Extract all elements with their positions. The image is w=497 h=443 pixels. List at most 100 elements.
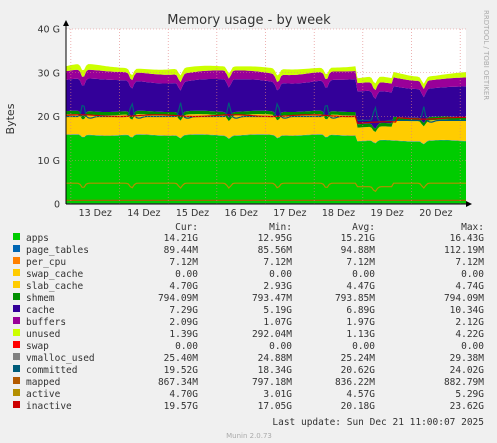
legend-min-page_tables: 85.56M (258, 245, 293, 256)
legend-swatch-vmalloc_used (13, 353, 20, 360)
legend-max-shmem: 794.09M (444, 293, 484, 304)
legend-swatch-active (13, 389, 20, 396)
legend-cur-unused: 1.39G (169, 329, 198, 340)
legend-swatch-page_tables (13, 245, 20, 252)
legend-cur-slab_cache: 4.70G (169, 281, 198, 292)
legend-max-inactive: 23.62G (450, 401, 485, 412)
area-slab_cache (66, 114, 466, 144)
x-tick-label: 17 Dez (273, 208, 306, 219)
legend-name-committed: committed (26, 365, 77, 376)
legend-name-active: active (26, 389, 61, 400)
area-unused (66, 64, 466, 90)
grid (66, 28, 466, 204)
legend-cur-cache: 7.29G (169, 305, 198, 316)
y-tick-label: 30 G (38, 68, 60, 79)
line-inactive (65, 114, 466, 124)
x-tick-label: 15 Dez (176, 208, 209, 219)
legend-name-slab_cache: slab_cache (26, 281, 83, 292)
legend-min-unused: 292.04M (252, 329, 292, 340)
legend-name-cache: cache (26, 305, 55, 316)
legend-swatch-inactive (13, 401, 20, 408)
legend-cur-inactive: 19.57G (164, 401, 199, 412)
legend-swatch-cache (13, 305, 20, 312)
legend-cur-buffers: 2.09G (169, 317, 198, 328)
legend-name-page_tables: page_tables (26, 245, 89, 256)
legend-avg-inactive: 20.18G (341, 401, 376, 412)
legend-avg-page_tables: 94.88M (341, 245, 376, 256)
legend-min-swap: 0.00 (269, 341, 292, 352)
legend-swatch-buffers (13, 317, 20, 324)
legend-min-cache: 5.19G (263, 305, 292, 316)
area-cache (66, 78, 466, 129)
x-tick-labels: 13 Dez 14 Dez 15 Dez 16 Dez 17 Dez 18 Dez 19 D… (79, 208, 453, 219)
area-shmem (66, 110, 466, 132)
legend-cur-committed: 19.52G (164, 365, 199, 376)
y-tick-labels: 0 10 G 20 G 30 G 40 G (38, 25, 60, 211)
legend-max-unused: 4.22G (455, 329, 484, 340)
legend-max-committed: 24.02G (450, 365, 485, 376)
column-header-max: Max: (461, 222, 484, 233)
legend-name-mapped: mapped (26, 377, 60, 388)
legend-avg-committed: 20.62G (341, 365, 376, 376)
x-axis-arrow (466, 201, 472, 207)
legend-swatch-apps (13, 233, 20, 240)
legend-name-swap_cache: swap_cache (26, 269, 83, 280)
legend-min-inactive: 17.05G (258, 401, 293, 412)
legend-name-inactive: inactive (26, 401, 72, 412)
legend-swatch-unused (13, 329, 20, 336)
legend-max-apps: 16.43G (450, 233, 485, 244)
legend-name-vmalloc_used: vmalloc_used (26, 353, 95, 364)
legend-avg-swap: 0.00 (352, 341, 375, 352)
legend-cur-vmalloc_used: 25.40M (164, 353, 199, 364)
legend-avg-active: 4.57G (346, 389, 375, 400)
legend-avg-vmalloc_used: 25.24M (341, 353, 376, 364)
x-tick-label: 13 Dez (79, 208, 112, 219)
legend-avg-shmem: 793.85M (335, 293, 375, 304)
legend-swatch-committed (13, 365, 20, 372)
legend-cur-apps: 14.21G (164, 233, 199, 244)
column-header-cur: Cur: (175, 222, 198, 233)
legend-max-page_tables: 112.19M (444, 245, 484, 256)
legend-min-apps: 12.95G (258, 233, 293, 244)
legend-min-shmem: 793.47M (252, 293, 292, 304)
x-tick-label: 16 Dez (225, 208, 258, 219)
legend-avg-apps: 15.21G (341, 233, 376, 244)
area-buffers (66, 69, 466, 99)
legend-cur-swap_cache: 0.00 (175, 269, 198, 280)
legend-min-active: 3.01G (263, 389, 292, 400)
column-header-min: Min: (269, 222, 292, 233)
y-axis-label: Bytes (4, 103, 17, 134)
legend-swatch-shmem (13, 293, 20, 300)
legend-max-mapped: 882.79M (444, 377, 484, 388)
x-tick-label: 19 Dez (371, 208, 404, 219)
legend-cur-active: 4.70G (169, 389, 198, 400)
legend-avg-mapped: 836.22M (335, 377, 375, 388)
legend-name-swap: swap (26, 341, 49, 352)
legend-avg-swap_cache: 0.00 (352, 269, 375, 280)
legend-cur-swap: 0.00 (175, 341, 198, 352)
y-tick-label: 20 G (38, 112, 60, 123)
legend-avg-slab_cache: 4.47G (346, 281, 375, 292)
stacked-areas (66, 64, 466, 204)
legend-min-vmalloc_used: 24.88M (258, 353, 293, 364)
legend-max-active: 5.29G (455, 389, 484, 400)
legend-name-unused: unused (26, 329, 60, 340)
munin-version: Munin 2.0.73 (226, 432, 272, 440)
legend-max-cache: 10.34G (450, 305, 485, 316)
legend-swatch-per_cpu (13, 257, 20, 264)
legend-header: Cur: Min: Avg: Max: (175, 222, 484, 233)
y-tick-label: 40 G (38, 25, 60, 36)
legend-name-per_cpu: per_cpu (26, 257, 66, 268)
legend-cur-per_cpu: 7.12M (169, 257, 198, 268)
last-update: Last update: Sun Dec 21 11:00:07 2025 (272, 417, 484, 428)
column-header-avg: Avg: (352, 222, 375, 233)
legend-max-per_cpu: 7.12M (455, 257, 484, 268)
legend-cur-page_tables: 89.44M (164, 245, 199, 256)
x-tick-label: 14 Dez (127, 208, 160, 219)
legend-swatch-slab_cache (13, 281, 20, 288)
area-apps (66, 134, 466, 204)
line-active (66, 182, 466, 193)
legend-name-apps: apps (26, 233, 49, 244)
chart-title: Memory usage - by week (167, 13, 331, 28)
